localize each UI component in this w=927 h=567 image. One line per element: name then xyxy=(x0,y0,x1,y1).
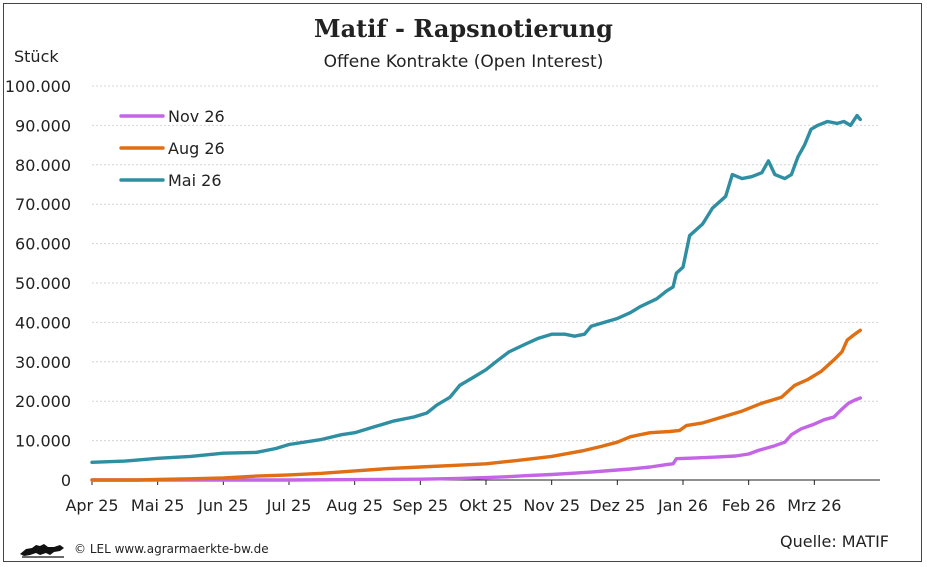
x-tick-label: Jun 25 xyxy=(197,496,248,515)
y-tick-label: 100.000 xyxy=(5,77,71,96)
y-tick-label: 0 xyxy=(61,471,71,490)
chart-title: Matif - Rapsnotierung xyxy=(314,14,613,43)
x-tick-label: Nov 25 xyxy=(523,496,580,515)
x-tick-label: Aug 25 xyxy=(326,496,383,515)
lion-logo-icon xyxy=(20,544,64,558)
x-tick-label: Jul 25 xyxy=(266,496,312,515)
source-label: Quelle: MATIF xyxy=(780,532,889,551)
y-tick-label: 40.000 xyxy=(15,313,71,332)
y-axis-label: Stück xyxy=(14,47,59,66)
legend-label: Nov 26 xyxy=(168,107,225,126)
y-tick-label: 30.000 xyxy=(15,353,71,372)
legend-label: Mai 26 xyxy=(168,171,222,190)
x-tick-label: Dez 25 xyxy=(589,496,645,515)
series-line-mai-26 xyxy=(90,113,862,464)
y-tick-label: 90.000 xyxy=(15,116,71,135)
x-tick-label: Okt 25 xyxy=(459,496,513,515)
x-tick-label: Mai 25 xyxy=(131,496,185,515)
y-tick-label: 20.000 xyxy=(15,392,71,411)
x-tick-label: Sep 25 xyxy=(393,496,449,515)
x-tick-label: Mrz 26 xyxy=(787,496,841,515)
y-tick-label: 80.000 xyxy=(15,156,71,175)
x-tick-label: Feb 26 xyxy=(722,496,776,515)
footer: © LEL www.agrarmaerkte-bw.de xyxy=(18,540,269,558)
y-tick-label: 50.000 xyxy=(15,274,71,293)
series-line-nov-26 xyxy=(90,396,862,482)
copyright-text: © LEL www.agrarmaerkte-bw.de xyxy=(74,542,269,556)
x-tick-label: Apr 25 xyxy=(65,496,118,515)
y-tick-label: 60.000 xyxy=(15,235,71,254)
y-tick-label: 70.000 xyxy=(15,195,71,214)
chart-subtitle: Offene Kontrakte (Open Interest) xyxy=(323,52,604,72)
y-tick-label: 10.000 xyxy=(15,432,71,451)
series-line-aug-26 xyxy=(90,328,862,482)
legend-label: Aug 26 xyxy=(168,139,225,158)
x-tick-label: Jan 26 xyxy=(657,496,708,515)
